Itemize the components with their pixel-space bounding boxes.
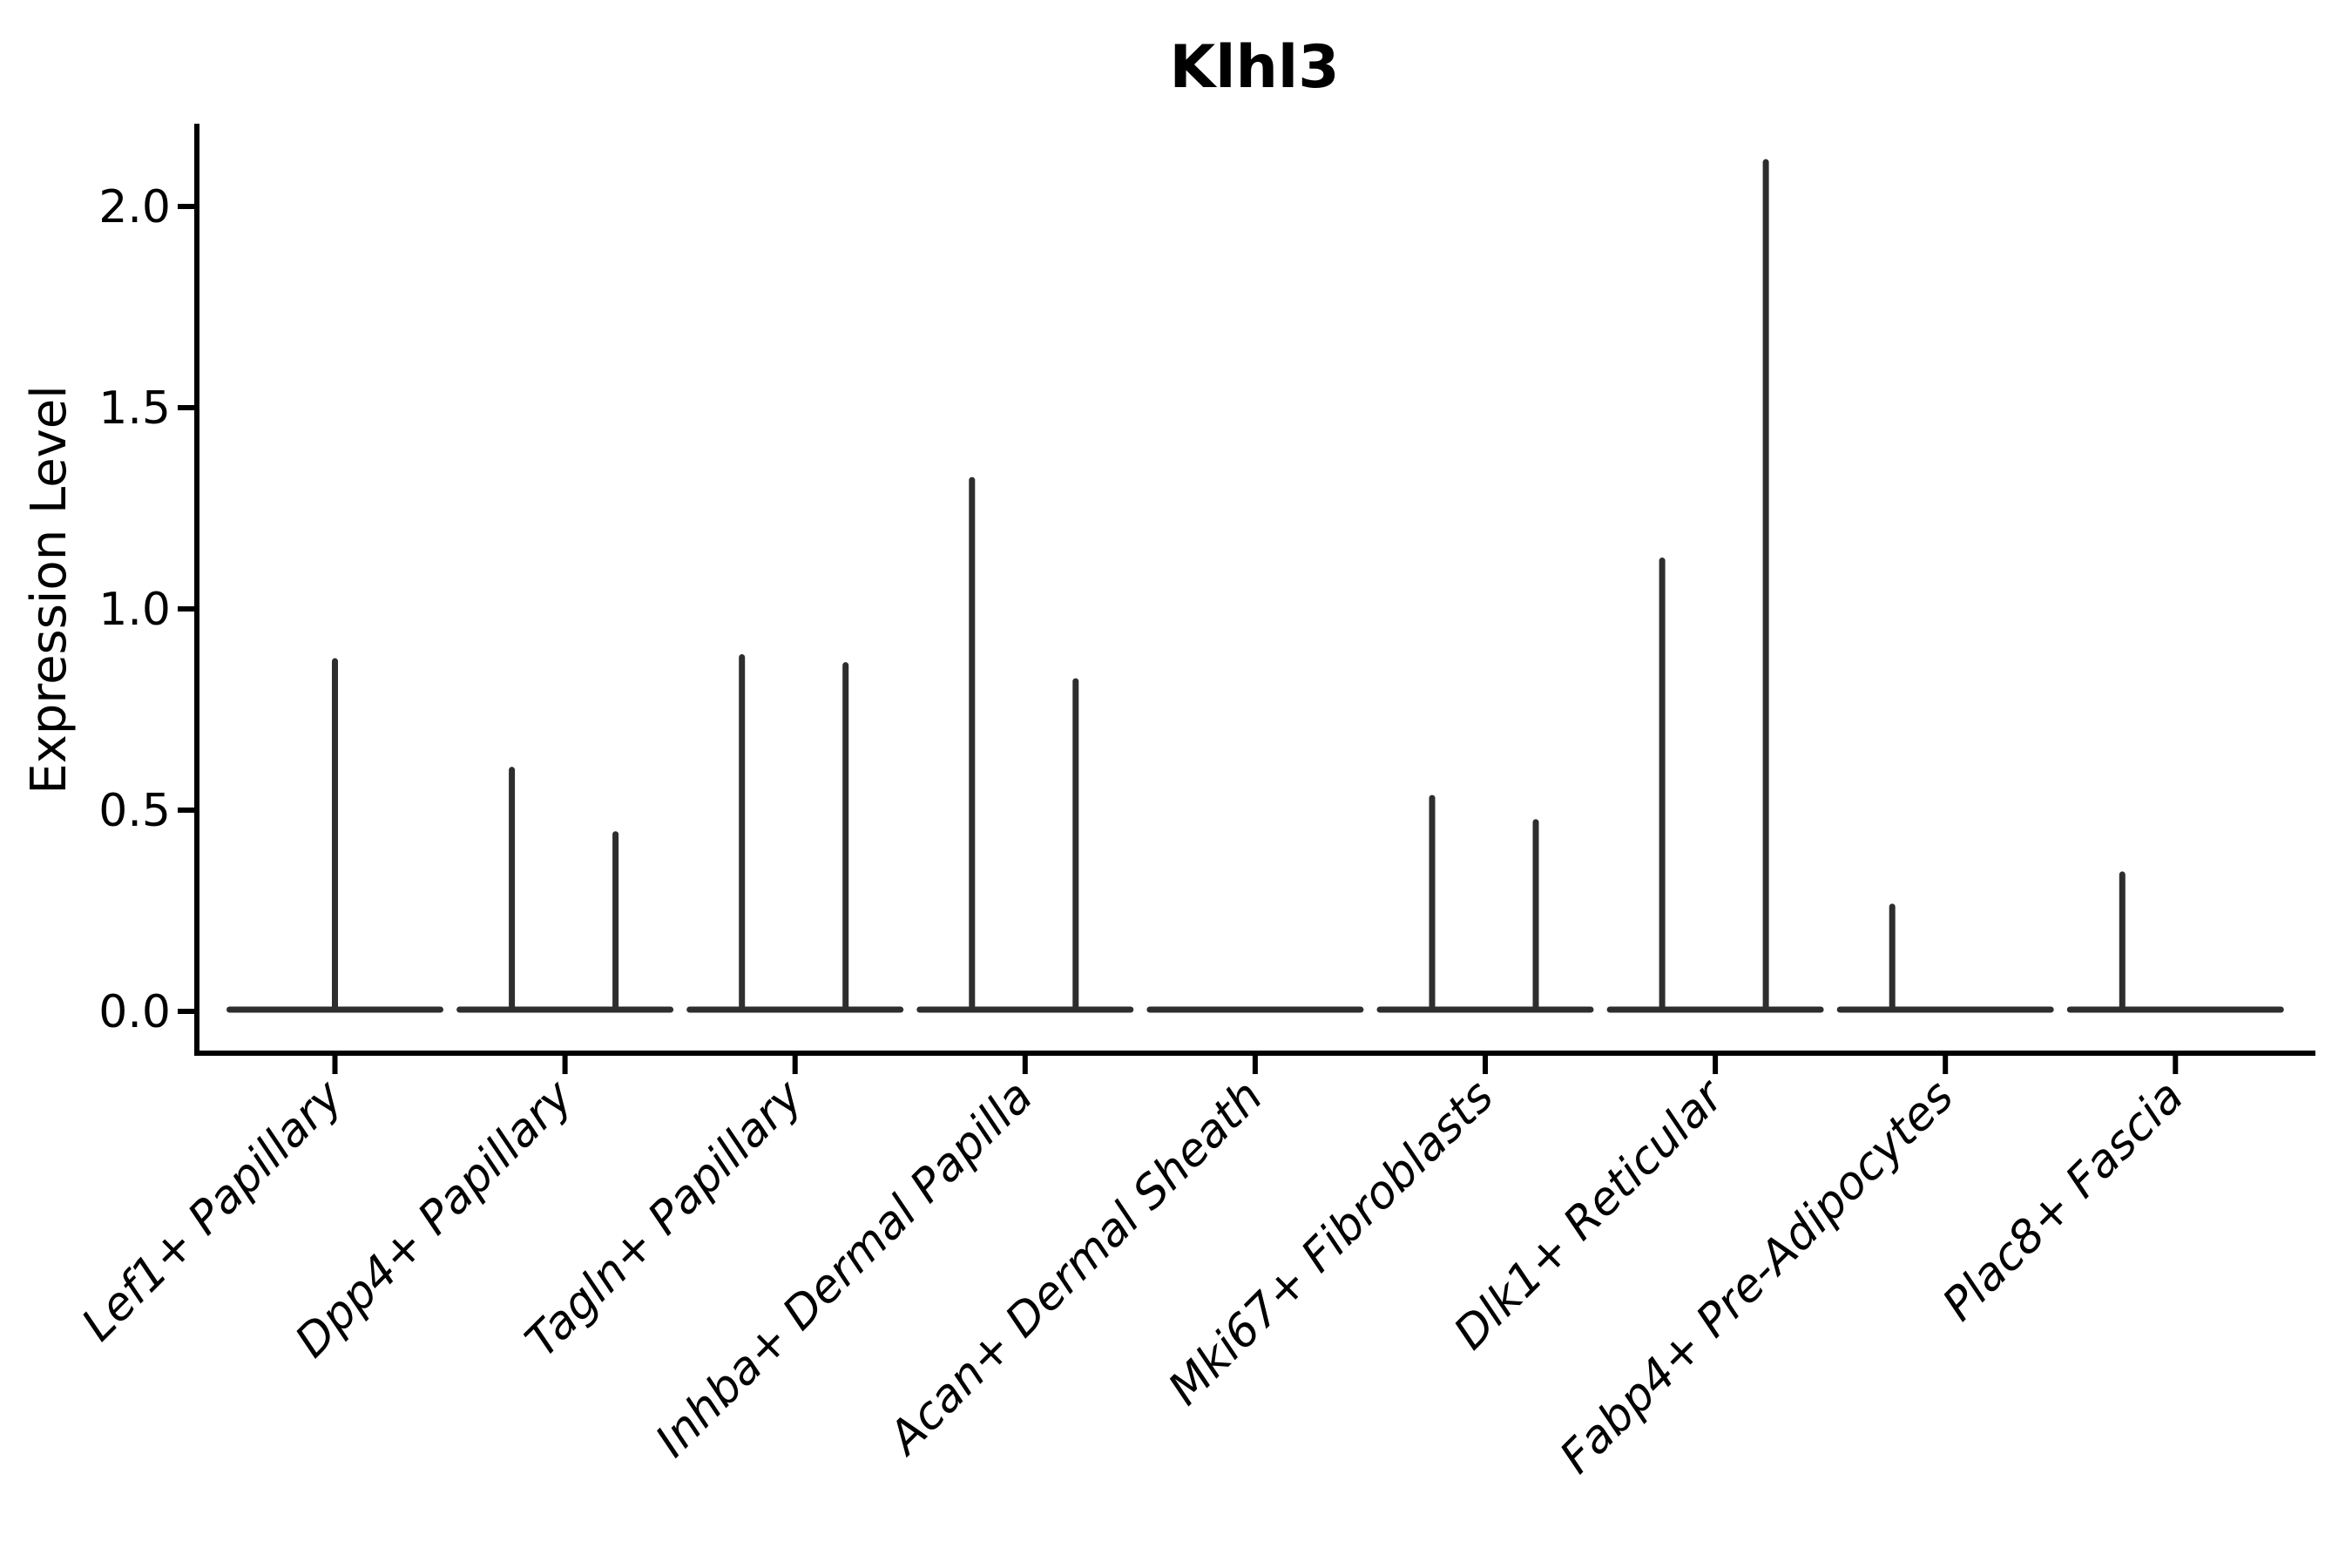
x-tick-label: Fabp4+ Pre-Adipocytes — [1551, 1071, 1964, 1484]
x-tick-label: Plac8+ Fascia — [1933, 1071, 2193, 1331]
y-tick-label: 2.0 — [98, 181, 171, 233]
x-tick-label: Inhba+ Dermal Papilla — [645, 1071, 1043, 1468]
y-tick-label: 0.5 — [98, 785, 171, 837]
y-tick-label: 0.0 — [98, 986, 171, 1038]
plot-marks — [178, 124, 2315, 1074]
x-tick-label: Acan+ Dermal Sheath — [877, 1071, 1273, 1466]
chart-title: Klhl3 — [1169, 33, 1339, 102]
y-tick-label: 1.5 — [98, 382, 171, 435]
y-tick-label: 1.0 — [98, 584, 171, 636]
y-axis-label: Expression Level — [21, 385, 78, 794]
